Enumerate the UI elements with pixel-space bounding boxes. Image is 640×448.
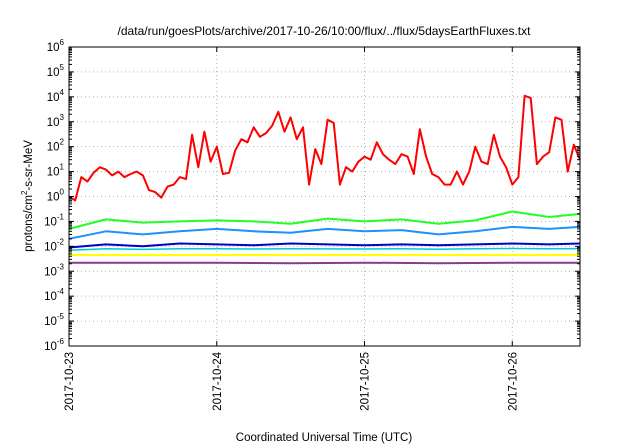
y-axis-label-sup: 2 [20,190,29,195]
x-tick-label: 2017-10-25 [360,352,372,411]
y-tick-label: 104 [47,88,65,104]
series-line-5 [68,247,581,251]
y-tick-label: 10-5 [44,312,64,328]
y-tick-label: 101 [47,163,65,179]
y-tick-label: 100 [47,188,65,204]
series-line-2 [68,210,581,230]
x-tick-label: 2017-10-23 [64,352,76,411]
series-line-1 [68,94,581,202]
x-axis-ticks: 2017-10-23 2017-10-24 2017-10-25 2017-10-26 [64,47,519,411]
y-tick-label: 10-1 [44,212,64,228]
y-tick-label: 105 [47,63,65,79]
series-group [68,94,581,265]
y-tick-label: 102 [47,138,65,154]
y-axis-label-after: -s-sr-MeV [23,140,35,191]
x-tick-label: 2017-10-24 [212,351,224,410]
y-tick-label: 10-4 [44,287,64,303]
x-axis-label: Coordinated Universal Time (UTC) [236,432,413,444]
series-line-3 [68,225,581,240]
y-tick-label: 103 [47,113,65,129]
x-tick-label: 2017-10-26 [507,352,519,411]
y-tick-label: 10-6 [44,337,64,353]
y-tick-label: 106 [47,38,65,54]
grid-lines [69,47,580,346]
chart-title: /data/run/goesPlots/archive/2017-10-26/1… [118,24,532,38]
y-axis-ticks: 10-6 10-5 10-4 10-3 10-2 10-1 100 101 102 103 104 1… [44,38,580,353]
y-axis-label-before: protons/cm [23,195,35,252]
series-line-7 [69,261,580,265]
series-line-4 [68,242,581,249]
y-tick-label: 10-2 [44,237,64,253]
y-axis-label: protons/cm2-s-sr-MeV [20,140,35,252]
y-tick-label: 10-3 [44,262,64,278]
